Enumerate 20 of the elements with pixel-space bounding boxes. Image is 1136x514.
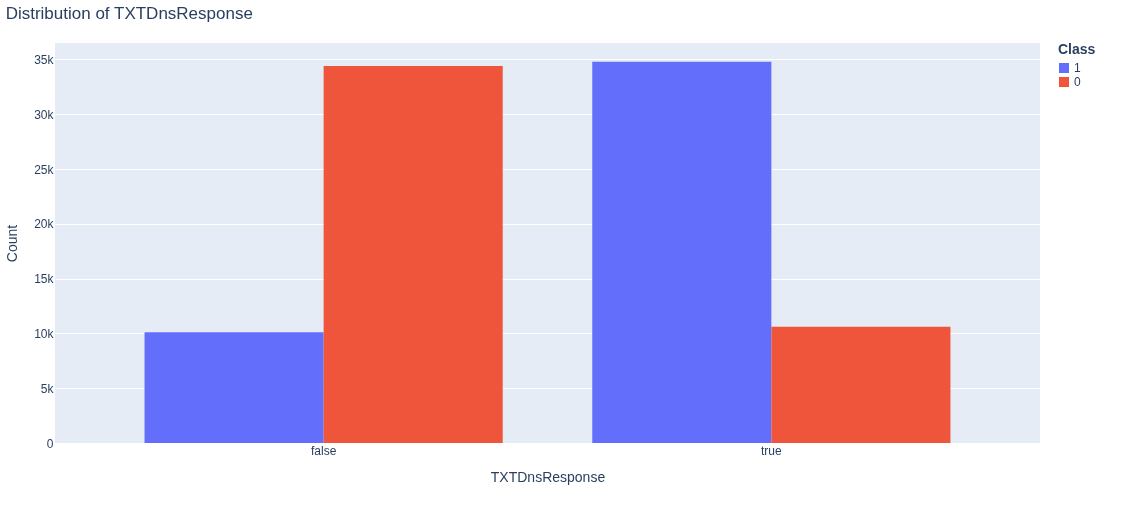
bar: [144, 332, 324, 443]
y-tick-label: 25k: [34, 162, 55, 177]
legend-title: Class: [1058, 41, 1096, 57]
y-tick-label: 0: [46, 436, 54, 451]
x-tick-label: true: [761, 443, 783, 458]
y-axis-title: Count: [4, 224, 21, 263]
legend-label: 0: [1074, 75, 1081, 89]
bar: [323, 66, 503, 443]
y-tick-label: 5k: [40, 381, 55, 396]
x-axis-title: TXTDnsResponse: [490, 468, 606, 485]
y-tick-label: 10k: [34, 326, 55, 341]
x-tick-label: false: [310, 443, 337, 458]
bar: [771, 326, 951, 443]
y-tick-label: 30k: [34, 107, 55, 122]
y-tick-label: 20k: [34, 217, 55, 232]
bar: [592, 61, 772, 443]
chart-title: Distribution of TXTDnsResponse: [5, 4, 253, 23]
legend-label: 1: [1074, 61, 1081, 75]
y-tick-label: 35k: [34, 52, 55, 67]
y-tick-label: 15k: [34, 272, 55, 287]
